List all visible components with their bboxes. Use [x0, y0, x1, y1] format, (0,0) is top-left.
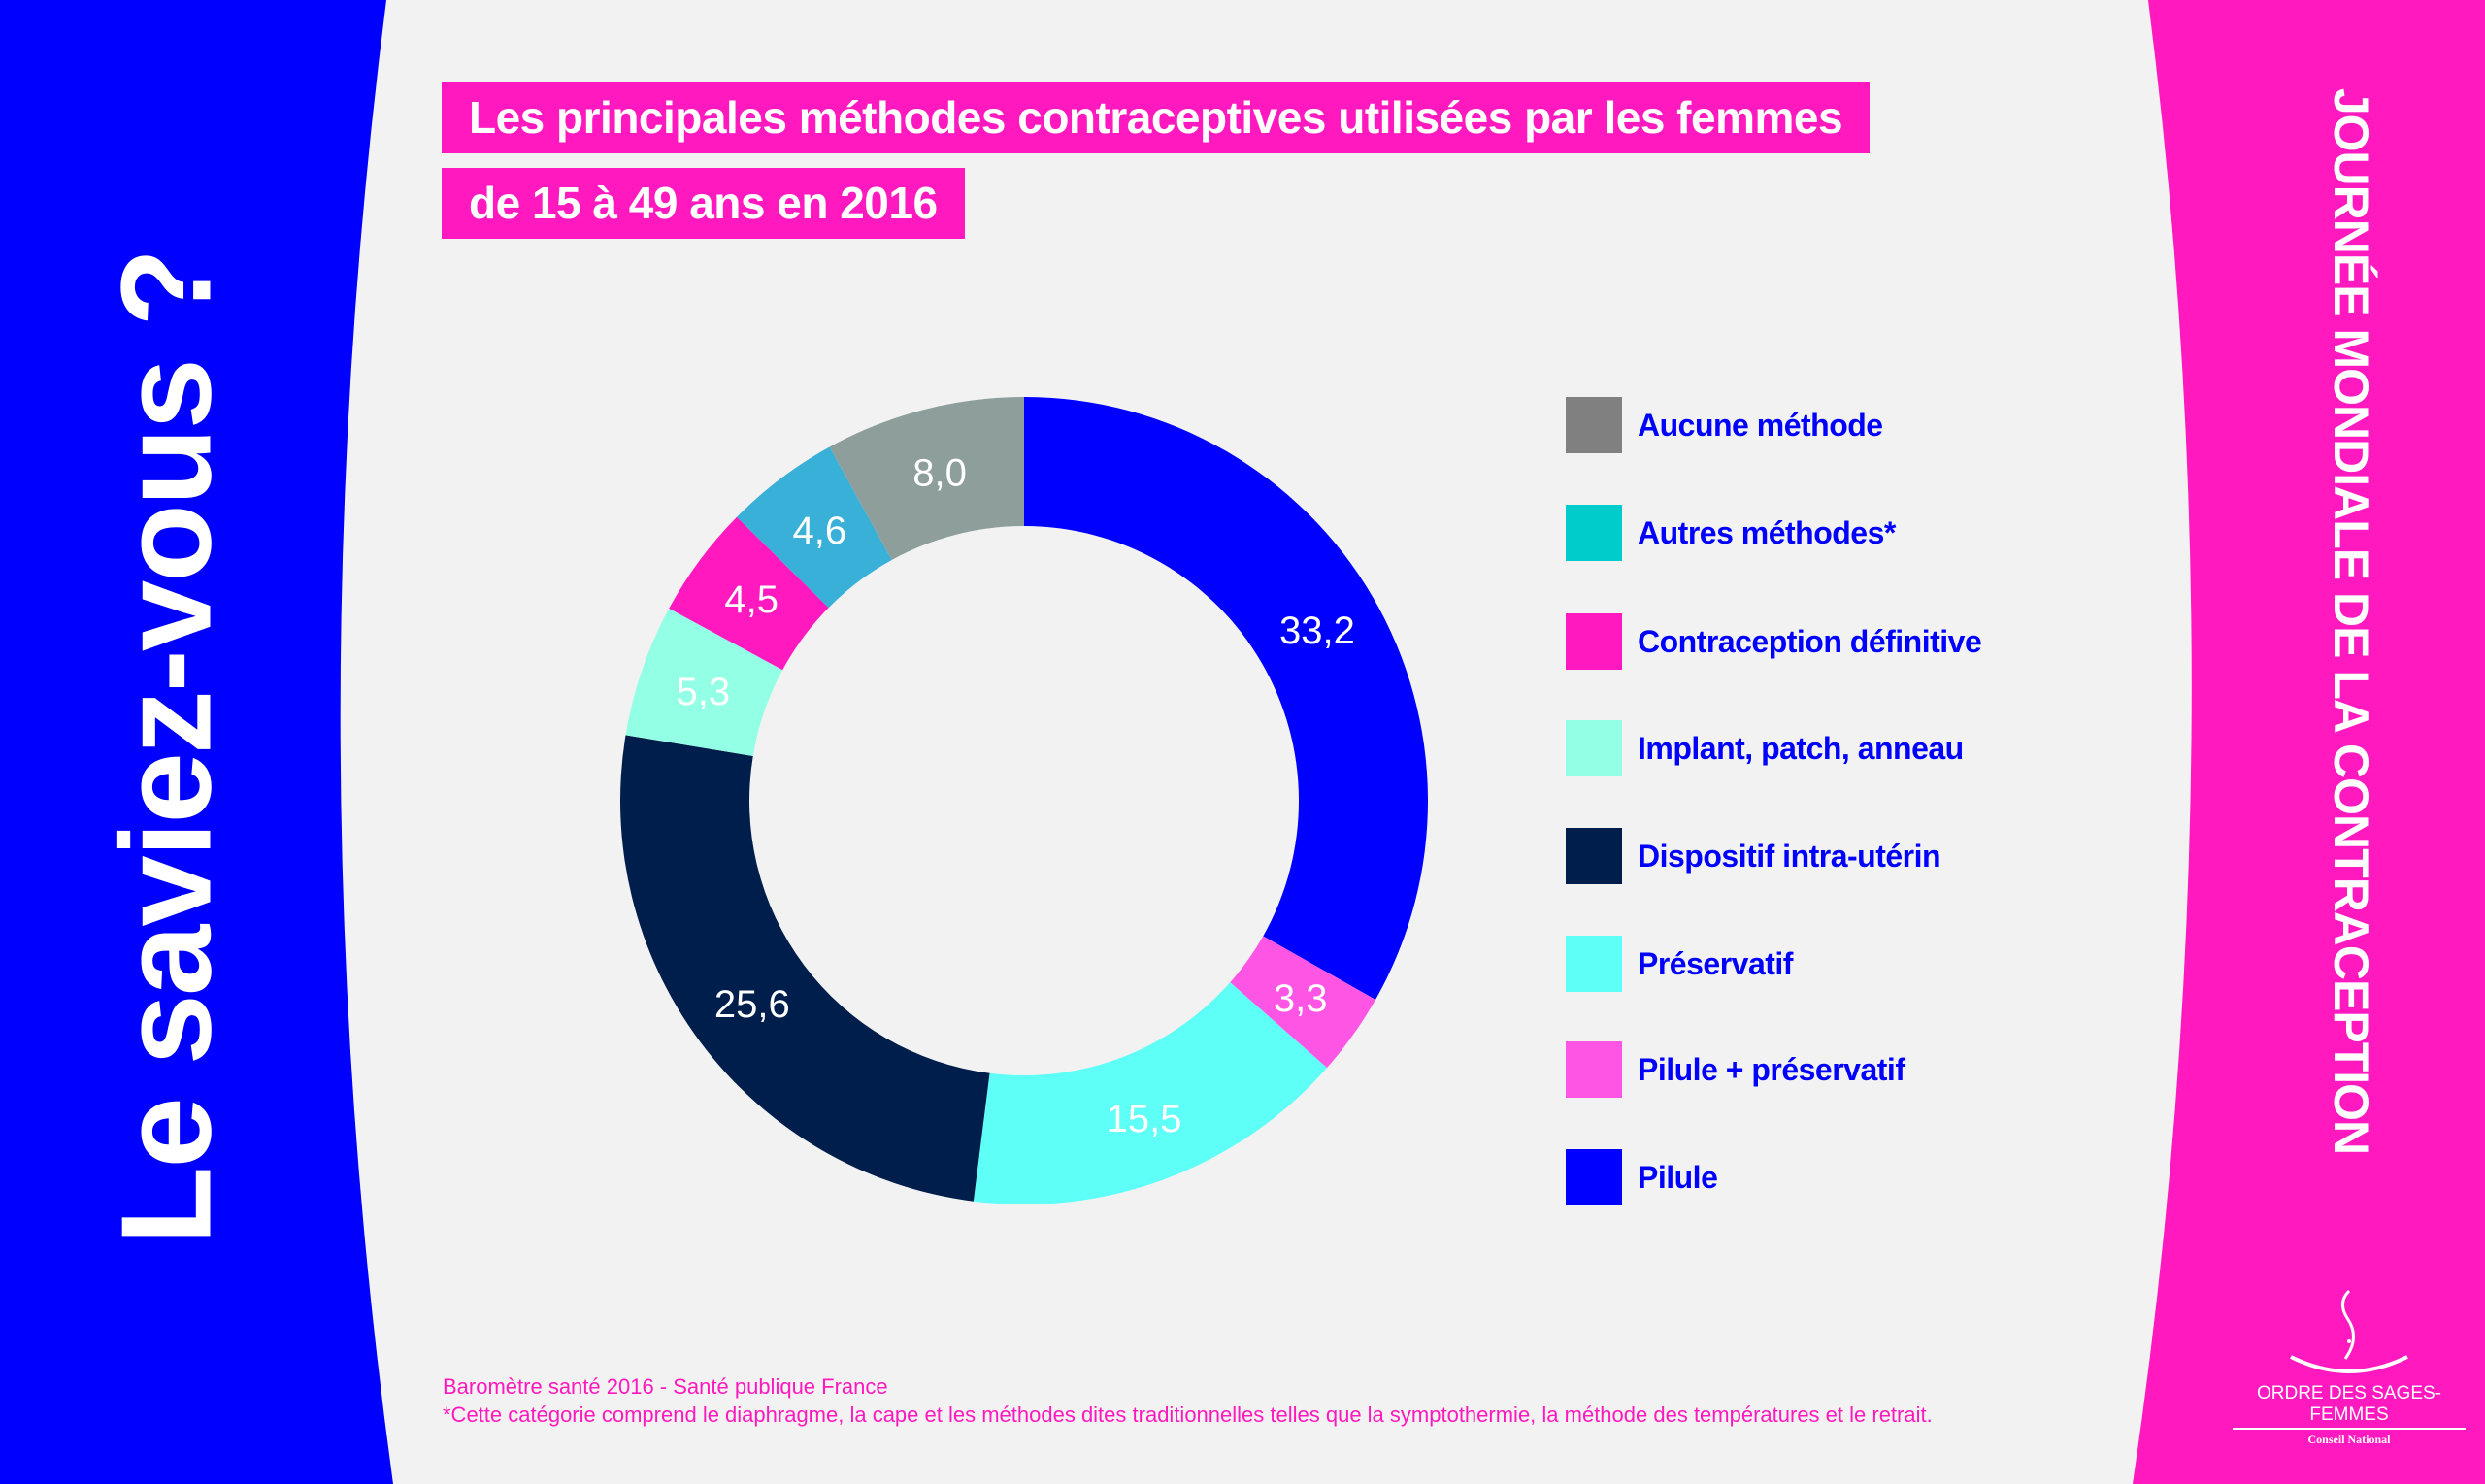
- legend-item: Pilule: [1566, 1149, 1718, 1205]
- slice-value-label: 3,3: [1274, 977, 1328, 1020]
- legend-label: Dispositif intra-utérin: [1638, 838, 1941, 874]
- legend-swatch: [1566, 720, 1622, 776]
- legend-item: Dispositif intra-utérin: [1566, 828, 1941, 884]
- legend-swatch: [1566, 397, 1622, 453]
- source-note: Baromètre santé 2016 - Santé publique Fr…: [443, 1374, 888, 1399]
- right-pink-panel: [2133, 0, 2485, 1484]
- legend-item: Contraception définitive: [1566, 613, 1982, 670]
- left-blue-panel: [0, 0, 393, 1484]
- donut-slice: [1024, 397, 1429, 1000]
- legend-label: Contraception définitive: [1638, 623, 1982, 659]
- donut-slice: [973, 982, 1328, 1204]
- legend-label: Autres méthodes*: [1638, 514, 1896, 550]
- legend-item: Implant, patch, anneau: [1566, 720, 1964, 776]
- chart-title-line-1: Les principales méthodes contraceptives …: [442, 82, 1871, 153]
- logo-subtitle: Conseil National: [2307, 1433, 2391, 1446]
- legend-swatch: [1566, 936, 1622, 992]
- slice-value-label: 4,5: [724, 578, 779, 621]
- legend-item: Aucune méthode: [1566, 397, 1883, 453]
- donut-slice: [669, 516, 829, 671]
- legend-swatch: [1566, 1149, 1622, 1205]
- legend-swatch: [1566, 613, 1622, 670]
- legend-swatch: [1566, 828, 1622, 884]
- legend-label: Préservatif: [1638, 945, 1793, 981]
- legend-label: Implant, patch, anneau: [1638, 730, 1964, 766]
- donut-slice: [625, 608, 783, 756]
- logo: ORDRE DES SAGES-FEMMES Conseil National: [2233, 1281, 2466, 1447]
- donut-slice: [829, 397, 1024, 561]
- legend-label: Pilule: [1638, 1159, 1718, 1195]
- legend-swatch: [1566, 505, 1622, 561]
- slice-value-label: 33,2: [1279, 610, 1355, 652]
- legend-item: Autres méthodes*: [1566, 505, 1896, 561]
- legend-label: Pilule + préservatif: [1638, 1051, 1905, 1087]
- legend-swatch: [1566, 1041, 1622, 1098]
- chart-title-line-2: de 15 à 49 ans en 2016: [442, 168, 965, 239]
- legend-label: Aucune méthode: [1638, 407, 1883, 443]
- logo-name: ORDRE DES SAGES-FEMMES: [2233, 1383, 2466, 1430]
- donut-slice: [737, 446, 892, 609]
- legend-item: Pilule + préservatif: [1566, 1041, 1905, 1098]
- donut-slice: [1230, 936, 1375, 1069]
- donut-slice: [620, 735, 990, 1202]
- slice-value-label: 8,0: [912, 451, 967, 494]
- slice-value-label: 25,6: [714, 983, 790, 1026]
- slice-value-label: 5,3: [677, 671, 731, 713]
- legend-item: Préservatif: [1566, 936, 1793, 992]
- logo-emblem-icon: [2290, 1289, 2408, 1373]
- slice-value-label: 4,6: [792, 510, 846, 552]
- slice-value-label: 15,5: [1107, 1098, 1182, 1140]
- footnote: *Cette catégorie comprend le diaphragme,…: [443, 1402, 1933, 1427]
